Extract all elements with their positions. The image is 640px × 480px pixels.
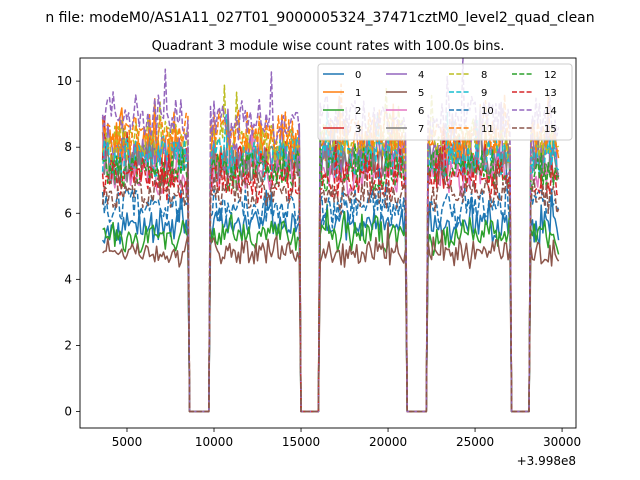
legend-label-14: 14 <box>544 106 557 117</box>
legend-label-12: 12 <box>544 70 557 81</box>
legend-label-2: 2 <box>355 106 361 117</box>
plot-frame <box>79 57 577 429</box>
legend-label-13: 13 <box>544 88 557 99</box>
legend-label-8: 8 <box>481 70 487 81</box>
legend-label-11: 11 <box>481 124 494 135</box>
series-line-10 <box>101 168 560 413</box>
series-line-15 <box>101 150 560 413</box>
legend-label-6: 6 <box>418 106 424 117</box>
y-tick-label: 8 <box>64 140 72 154</box>
x-offset-label: +3.998e8 <box>517 454 576 468</box>
x-tick-label: 30000 <box>543 435 581 449</box>
legend-label-7: 7 <box>418 124 424 135</box>
series-line-5 <box>102 222 560 413</box>
x-tick-label: 5000 <box>112 435 143 449</box>
legend-label-1: 1 <box>355 88 361 99</box>
legend-label-15: 15 <box>544 124 557 135</box>
legend-label-5: 5 <box>418 88 424 99</box>
legend-label-10: 10 <box>481 106 494 117</box>
x-tick-label: 10000 <box>195 435 233 449</box>
legend-label-4: 4 <box>418 70 424 81</box>
x-axis: 5000 10000 15000 20000 25000 30000 <box>112 428 581 449</box>
x-tick-label: 25000 <box>456 435 494 449</box>
series-line-2 <box>102 203 560 413</box>
legend-frame <box>317 63 573 141</box>
legend-label-0: 0 <box>355 70 361 81</box>
series-line-12 <box>102 130 560 413</box>
x-tick-label: 15000 <box>282 435 320 449</box>
y-tick-label: 4 <box>64 272 72 286</box>
chart-title: Quadrant 3 module wise count rates with … <box>152 39 505 54</box>
y-tick-label: 6 <box>64 206 72 220</box>
y-tick-label: 0 <box>64 404 72 418</box>
y-tick-label: 2 <box>64 338 72 352</box>
y-tick-label: 10 <box>57 74 72 88</box>
legend-label-3: 3 <box>355 124 361 135</box>
legend-label-9: 9 <box>481 88 487 99</box>
x-tick-label: 20000 <box>369 435 407 449</box>
figure-suptitle: n file: modeM0/AS1A11_027T01_9000005324_… <box>45 10 594 26</box>
y-axis: 0 2 4 6 8 10 <box>57 74 80 418</box>
